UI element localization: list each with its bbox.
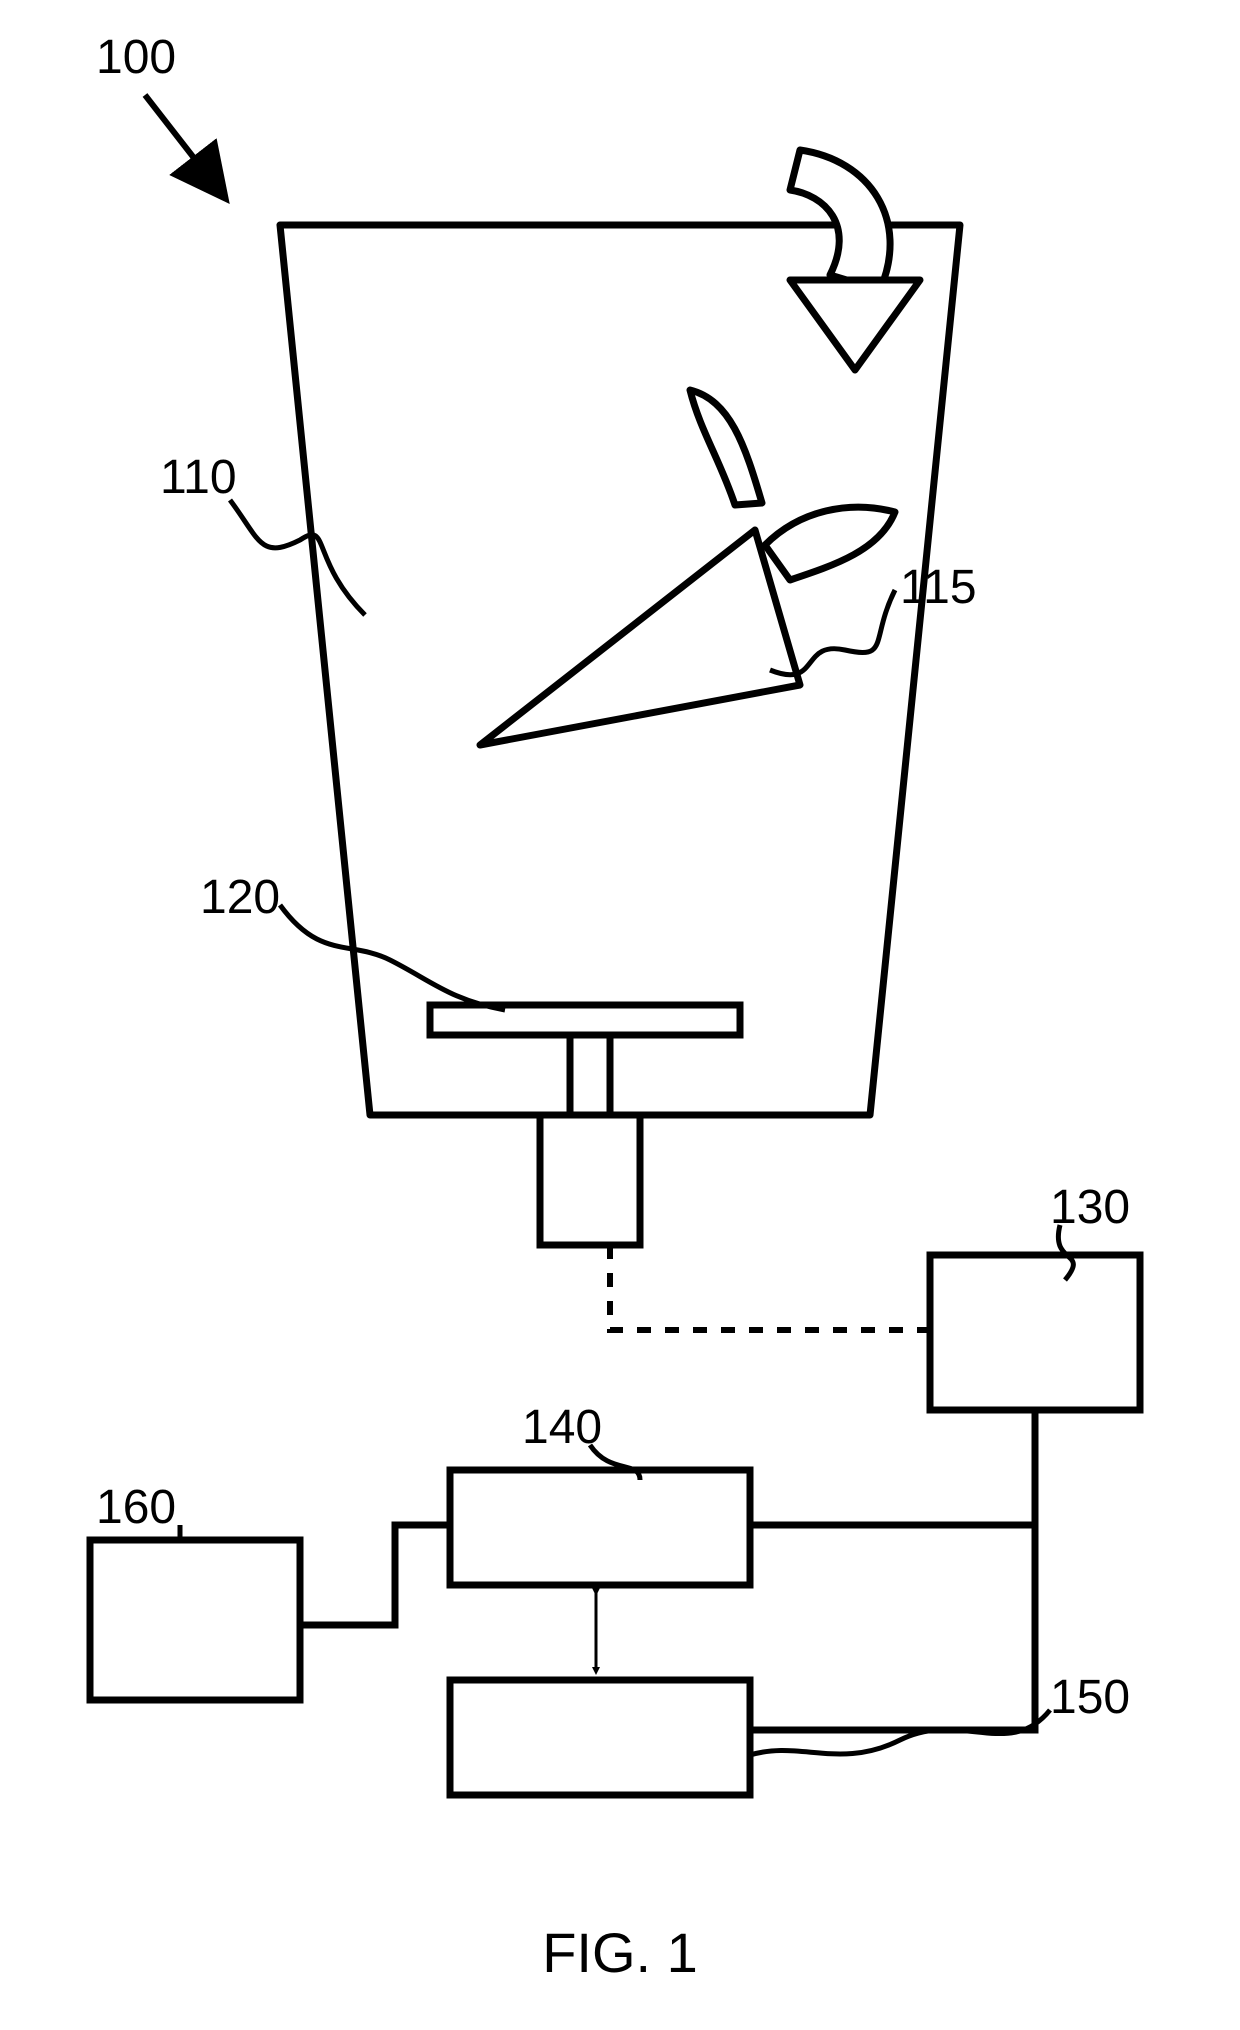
- label-130: 130: [1050, 1180, 1130, 1235]
- input-arrow-shaft: [790, 150, 890, 290]
- pedestal-plate: [430, 1005, 740, 1035]
- label-100: 100: [96, 30, 176, 85]
- pedestal-shaft: [570, 1035, 610, 1115]
- figure-svg: [0, 0, 1240, 2030]
- label-120: 120: [200, 870, 280, 925]
- input-arrow-head: [790, 280, 920, 370]
- figure-canvas: 100 110 115 120 130 140 150 160 FIG. 1: [0, 0, 1240, 2030]
- label-150: 150: [1050, 1670, 1130, 1725]
- label-110: 110: [160, 450, 237, 505]
- link-stub-to-130: [610, 1245, 930, 1330]
- figure-caption: FIG. 1: [0, 1920, 1240, 1985]
- carrot-leaf-2: [765, 507, 895, 580]
- label-115: 115: [900, 560, 977, 615]
- carrot-leaf-1: [690, 390, 762, 505]
- box-160: [90, 1540, 300, 1700]
- box-150: [450, 1680, 750, 1795]
- box-140: [450, 1470, 750, 1585]
- label-160: 160: [96, 1480, 176, 1535]
- carrot-body: [480, 530, 800, 745]
- link-130-to-150: [750, 1410, 1035, 1730]
- leader-110: [230, 500, 365, 615]
- leader-100-arrow: [145, 95, 215, 185]
- link-160-to-140: [300, 1525, 450, 1625]
- box-130: [930, 1255, 1140, 1410]
- leader-120: [280, 905, 505, 1010]
- container-stub: [540, 1115, 640, 1245]
- label-140: 140: [522, 1400, 602, 1455]
